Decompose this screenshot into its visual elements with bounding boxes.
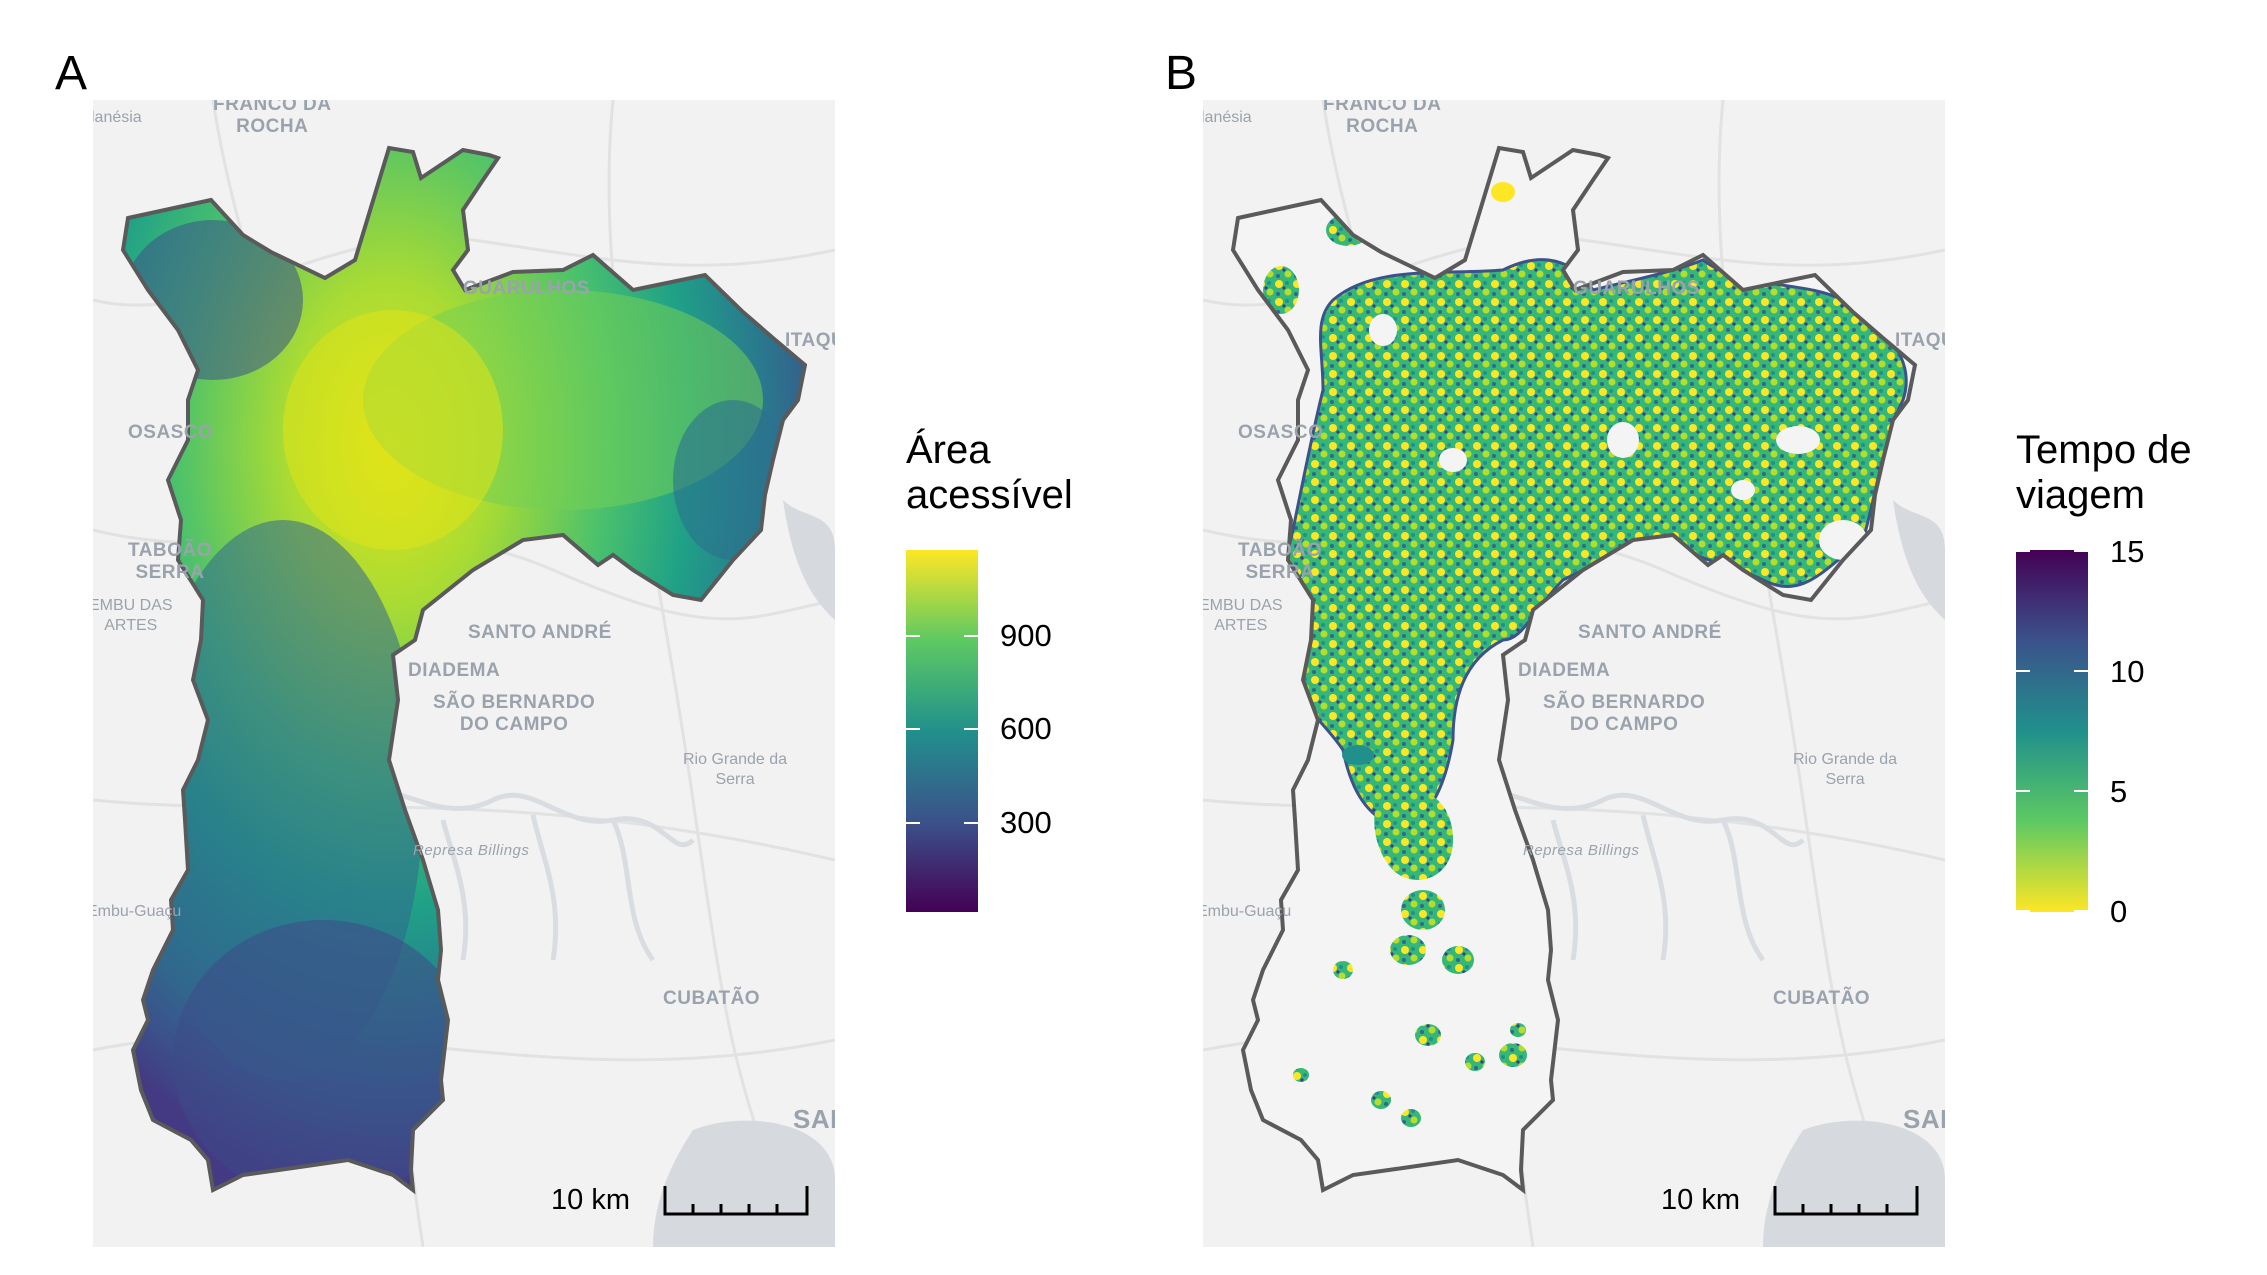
panel-a-legend-title: Área acessível <box>906 428 1073 517</box>
panel-b-legend-tick-15: 15 <box>2110 534 2145 569</box>
label-santo-andre: SANTO ANDRÉ <box>1578 622 1722 643</box>
label-embu-das-artes: EMBU DAS ARTES <box>1203 597 1283 634</box>
legend-tick-mark <box>2016 670 2030 672</box>
label-santos: SAN <box>1903 1104 1945 1134</box>
label-franco-da-rocha: FRANCO DA ROCHA <box>213 100 332 137</box>
panel-b-basemap <box>1203 100 1945 1247</box>
panel-b-scale-bar: 10 km <box>1661 1178 1931 1218</box>
label-diadema: DIADEMA <box>1518 660 1611 681</box>
label-guarulhos: GUARULHOS <box>1573 278 1700 299</box>
label-represa-billings: Represa Billings <box>1523 842 1640 859</box>
panel-a-legend-tick-300: 300 <box>1000 805 1052 840</box>
scale-bar-label: 10 km <box>551 1184 630 1216</box>
panel-b-travel-time-surface <box>1263 182 1908 1127</box>
panel-a-basemap <box>93 100 835 1247</box>
panel-b-legend-title: Tempo de viagem <box>2016 428 2192 517</box>
label-embu-das-artes: EMBU DAS ARTES <box>93 597 173 634</box>
legend-tick-mark <box>2016 910 2030 912</box>
panel-b-legend-tick-10: 10 <box>2110 654 2145 689</box>
label-franco-da-rocha: FRANCO DA ROCHA <box>1323 100 1442 137</box>
label-sao-bernardo: SÃO BERNARDO DO CAMPO <box>1543 692 1706 735</box>
label-cubatao: CUBATÃO <box>1773 988 1871 1009</box>
label-diadema: DIADEMA <box>408 660 501 681</box>
legend-tick-mark <box>906 635 920 637</box>
legend-tick-mark <box>2074 550 2088 552</box>
legend-tick-mark <box>2016 550 2030 552</box>
label-taboao-serra: TABOÃO SERRA <box>128 540 212 583</box>
label-rio-grande-da-serra: Rio Grande da Serra <box>1793 751 1898 788</box>
panel-a-map[interactable]: FRANCO DA ROCHA lanésia GUARULHOS ITAQUE… <box>93 100 835 1247</box>
legend-tick-mark <box>2074 670 2088 672</box>
legend-tick-mark <box>906 822 920 824</box>
label-embu-guacu: Embu-Guaçu <box>93 903 182 920</box>
panel-b-legend-colorbar <box>2016 550 2088 912</box>
panel-a-letter: A <box>55 47 88 100</box>
label-santos: SAN <box>793 1104 835 1134</box>
label-lanesia: lanésia <box>1203 109 1252 126</box>
scale-bar-ticks <box>663 1186 809 1216</box>
panel-a-legend-tick-900: 900 <box>1000 618 1052 653</box>
label-represa-billings: Represa Billings <box>413 842 530 859</box>
label-osasco: OSASCO <box>128 422 214 443</box>
label-rio-grande-da-serra: Rio Grande da Serra <box>683 751 788 788</box>
panel-a-legend-tick-600: 600 <box>1000 711 1052 746</box>
label-sao-bernardo: SÃO BERNARDO DO CAMPO <box>433 692 596 735</box>
label-osasco: OSASCO <box>1238 422 1324 443</box>
panel-a-scale-bar: 10 km <box>551 1178 821 1218</box>
label-embu-guacu: Embu-Guaçu <box>1203 903 1292 920</box>
label-itaque: ITAQUE <box>785 330 835 351</box>
legend-tick-mark <box>906 728 920 730</box>
panel-b-legend-tick-0: 0 <box>2110 894 2128 929</box>
panel-b-legend-tick-5: 5 <box>2110 774 2128 809</box>
legend-tick-mark <box>2074 790 2088 792</box>
legend-tick-mark <box>964 728 978 730</box>
legend-tick-mark <box>964 822 978 824</box>
panel-b-letter: B <box>1165 47 1198 100</box>
panel-a-city-boundary <box>120 145 808 1195</box>
label-lanesia: lanésia <box>93 109 142 126</box>
panel-b-map[interactable]: FRANCO DA ROCHA lanésia GUARULHOS ITAQUE… <box>1203 100 1945 1247</box>
label-guarulhos: GUARULHOS <box>463 278 590 299</box>
label-itaque: ITAQUE <box>1895 330 1945 351</box>
legend-tick-mark <box>964 635 978 637</box>
label-cubatao: CUBATÃO <box>663 988 761 1009</box>
legend-tick-mark <box>2016 790 2030 792</box>
panel-b-city-boundary <box>1230 145 1918 1195</box>
label-santo-andre: SANTO ANDRÉ <box>468 622 612 643</box>
panel-a-legend-colorbar <box>906 550 978 912</box>
legend-tick-mark <box>2074 910 2088 912</box>
label-taboao-serra: TABOÃO SERRA <box>1238 540 1322 583</box>
scale-bar-label: 10 km <box>1661 1184 1740 1216</box>
scale-bar-ticks <box>1773 1186 1919 1216</box>
